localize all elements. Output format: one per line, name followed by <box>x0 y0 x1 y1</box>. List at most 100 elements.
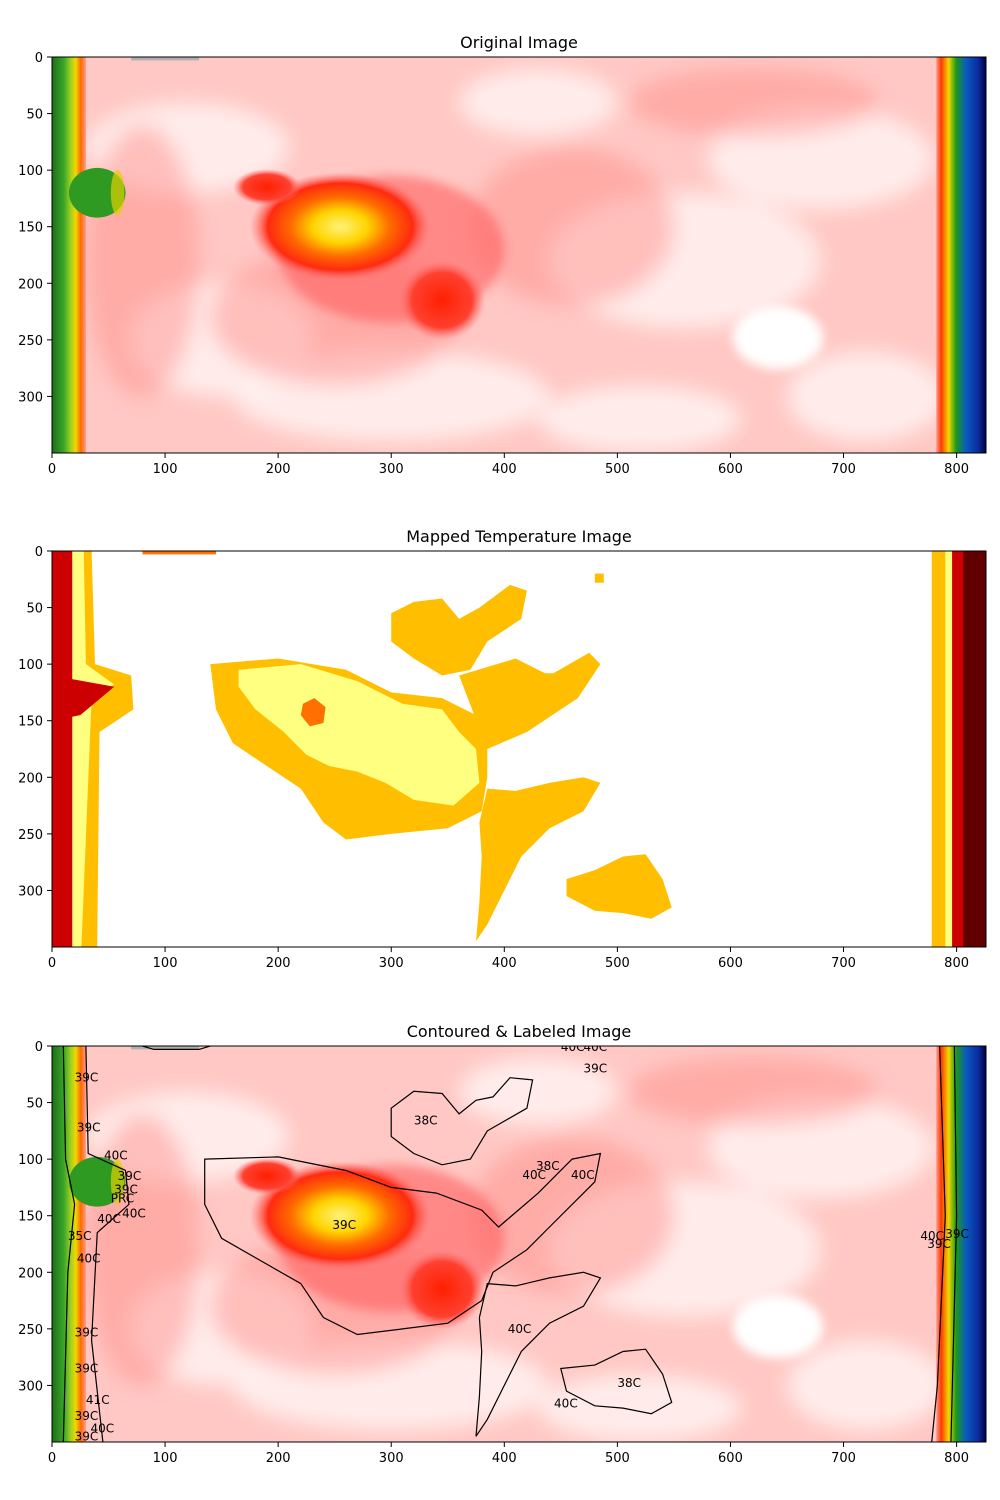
x-tick-label: 100 <box>153 462 178 477</box>
contour-label: 40C <box>104 1149 128 1163</box>
y-tick-label: 150 <box>18 221 43 236</box>
edge-band-right <box>936 57 986 453</box>
top-strip <box>142 551 216 555</box>
cool-patch <box>732 305 824 370</box>
contour-label: 40C <box>122 1206 146 1220</box>
x-tick-label: 0 <box>48 956 56 971</box>
edge-band-left <box>52 57 86 453</box>
edge-right-dark <box>963 551 986 947</box>
y-tick-label: 50 <box>26 108 43 123</box>
x-tick-label: 200 <box>266 462 291 477</box>
contour-label: 39C <box>945 1227 969 1241</box>
hot-spot <box>249 1161 431 1271</box>
contour-label: 39C <box>927 1237 951 1251</box>
contour-label: 40C <box>97 1212 121 1226</box>
hot-spot <box>249 172 431 282</box>
y-tick-label: 250 <box>18 828 43 843</box>
x-tick-label: 200 <box>266 1451 291 1466</box>
axes-frame <box>51 56 987 454</box>
x-tick-label: 500 <box>605 956 630 971</box>
contour-label: 40C <box>77 1252 101 1266</box>
blob-b-tail <box>459 652 601 749</box>
x-tick-label: 0 <box>48 462 56 477</box>
x-tick-label: 100 <box>153 1451 178 1466</box>
axes-frame <box>51 1045 987 1443</box>
y-tick-label: 100 <box>18 1153 43 1168</box>
contour-label: 40C <box>508 1322 532 1336</box>
contour-label: 38C <box>617 1376 641 1390</box>
blob-b <box>391 584 527 676</box>
contour-label: 39C <box>75 1409 99 1423</box>
y-tick-label: 300 <box>18 884 43 899</box>
hot-spot-lower <box>399 1249 486 1329</box>
contour-label: 39C <box>75 1361 99 1375</box>
contour-blob-b <box>390 1077 534 1166</box>
y-tick-label: 0 <box>35 51 43 66</box>
contour-label: 40C <box>920 1229 944 1243</box>
x-tick-label: 700 <box>831 1451 856 1466</box>
y-tick-label: 100 <box>18 164 43 179</box>
blob-d <box>566 854 672 919</box>
x-tick-label: 300 <box>379 1451 404 1466</box>
x-tick-label: 0 <box>48 1451 56 1466</box>
blob-c <box>476 777 601 942</box>
y-tick-label: 200 <box>18 277 43 292</box>
contour-left-2 <box>85 1046 130 1442</box>
x-tick-label: 300 <box>379 956 404 971</box>
y-tick-label: 150 <box>18 1210 43 1225</box>
x-tick-label: 600 <box>718 462 743 477</box>
y-tick-label: 250 <box>18 1323 43 1338</box>
contour-label: 35C <box>68 1229 92 1243</box>
contour-label: 40C <box>554 1397 578 1411</box>
y-tick-label: 100 <box>18 658 43 673</box>
top-artifact <box>131 57 199 61</box>
contour-left-1 <box>62 1046 76 1442</box>
edge-left-bulge <box>52 675 115 721</box>
cool-patch <box>732 1294 824 1359</box>
x-tick-label: 500 <box>605 1451 630 1466</box>
contour-blob-c <box>475 1271 602 1437</box>
top-artifact <box>131 1046 199 1050</box>
contour-label: 39C <box>583 1062 607 1076</box>
blob-a-core <box>238 664 480 806</box>
image-area: 39C39C40C39C39CPRC40C40C35C40C39C39C41C3… <box>52 1040 986 1442</box>
x-tick-label: 500 <box>605 462 630 477</box>
x-tick-label: 800 <box>944 956 969 971</box>
contour-label: PRC <box>111 1192 134 1206</box>
contour-label: 40C <box>90 1421 114 1435</box>
edge-left-red <box>52 551 73 947</box>
hot-spot-lower <box>399 260 486 340</box>
x-tick-label: 400 <box>492 956 517 971</box>
contour-label: 40C <box>561 1040 585 1054</box>
contour-label: 40C <box>571 1168 595 1182</box>
x-tick-label: 600 <box>718 1451 743 1466</box>
y-tick-label: 50 <box>26 1097 43 1112</box>
x-tick-label: 200 <box>266 956 291 971</box>
x-tick-label: 100 <box>153 956 178 971</box>
x-tick-label: 800 <box>944 1451 969 1466</box>
contour-labels: 39C39C40C39C39CPRC40C40C35C40C39C39C41C3… <box>68 1040 969 1442</box>
y-tick-label: 250 <box>18 334 43 349</box>
contour-label: 38C <box>414 1114 438 1128</box>
chart-title: Contoured & Labeled Image <box>407 1022 632 1041</box>
hot-spot-mapped <box>300 698 326 727</box>
contour-label: 39C <box>75 1071 99 1085</box>
contour-label: 38C <box>536 1159 560 1173</box>
x-tick-label: 600 <box>718 956 743 971</box>
x-tick-label: 400 <box>492 462 517 477</box>
y-tick-label: 200 <box>18 1266 43 1281</box>
contour-label: 39C <box>332 1218 356 1232</box>
edge-band-left <box>52 1046 86 1442</box>
hot-spot-upper <box>232 169 301 206</box>
contour-label: 39C <box>77 1120 101 1134</box>
y-tick-label: 150 <box>18 715 43 730</box>
texture <box>85 68 946 453</box>
contour-label: 41C <box>86 1393 110 1407</box>
edge-left-yellow <box>72 551 115 947</box>
speck <box>594 573 604 583</box>
edge-bulge-left <box>68 167 126 218</box>
panel-1: Original Image 0 100 200 300 400 500 600 700 800 0… <box>18 33 987 477</box>
